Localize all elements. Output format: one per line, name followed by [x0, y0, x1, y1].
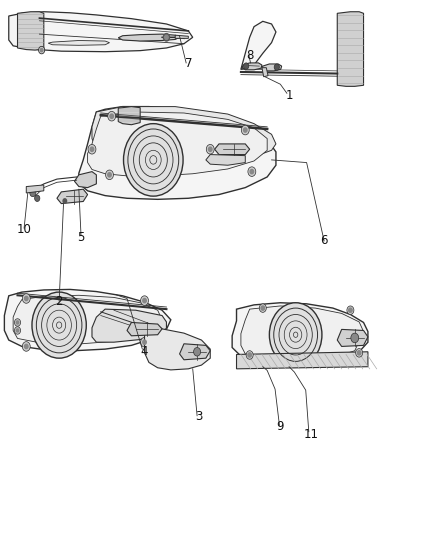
Circle shape: [124, 124, 183, 196]
Circle shape: [269, 303, 322, 367]
Text: 1: 1: [285, 90, 293, 102]
Circle shape: [248, 167, 256, 176]
Circle shape: [163, 34, 170, 41]
Circle shape: [108, 111, 116, 121]
Polygon shape: [9, 12, 193, 52]
Circle shape: [351, 333, 359, 343]
Polygon shape: [118, 107, 140, 125]
Circle shape: [206, 144, 214, 154]
Text: 2: 2: [55, 295, 63, 308]
Polygon shape: [241, 21, 276, 69]
Circle shape: [88, 144, 96, 154]
Polygon shape: [175, 35, 188, 38]
Text: 7: 7: [184, 58, 192, 70]
Circle shape: [16, 329, 19, 332]
Circle shape: [30, 189, 36, 197]
Circle shape: [208, 147, 212, 151]
Circle shape: [347, 306, 354, 314]
Polygon shape: [262, 64, 282, 71]
Circle shape: [14, 327, 21, 334]
Circle shape: [63, 199, 67, 203]
Polygon shape: [241, 306, 364, 362]
Text: 10: 10: [17, 223, 32, 236]
Polygon shape: [337, 12, 364, 86]
Text: 5: 5: [78, 231, 85, 244]
Text: 4: 4: [141, 345, 148, 358]
Circle shape: [35, 195, 40, 201]
Circle shape: [110, 114, 113, 118]
Polygon shape: [26, 185, 44, 193]
Circle shape: [141, 337, 148, 347]
Polygon shape: [215, 144, 250, 155]
Circle shape: [108, 173, 111, 177]
Polygon shape: [18, 12, 44, 50]
Circle shape: [14, 319, 21, 326]
Circle shape: [349, 308, 352, 312]
Polygon shape: [92, 107, 276, 160]
Circle shape: [274, 64, 279, 70]
Polygon shape: [262, 68, 268, 77]
Circle shape: [248, 353, 251, 357]
Text: 9: 9: [276, 420, 284, 433]
Text: 3: 3: [196, 410, 203, 423]
Circle shape: [246, 351, 253, 359]
Polygon shape: [92, 309, 166, 342]
Polygon shape: [206, 155, 245, 165]
Polygon shape: [337, 329, 368, 346]
Polygon shape: [88, 112, 267, 176]
Circle shape: [357, 351, 361, 355]
Circle shape: [261, 306, 265, 310]
Circle shape: [250, 169, 254, 174]
Circle shape: [106, 170, 113, 180]
Circle shape: [165, 35, 168, 39]
Text: 11: 11: [304, 428, 318, 441]
Circle shape: [244, 63, 249, 69]
Polygon shape: [118, 34, 180, 41]
Circle shape: [40, 49, 43, 52]
Polygon shape: [13, 295, 162, 344]
Circle shape: [241, 125, 249, 135]
Circle shape: [25, 344, 28, 349]
Polygon shape: [57, 189, 88, 204]
Text: 6: 6: [320, 235, 328, 247]
Circle shape: [259, 304, 266, 312]
Circle shape: [90, 147, 94, 151]
Circle shape: [141, 296, 148, 305]
Polygon shape: [232, 303, 368, 364]
Polygon shape: [79, 107, 276, 199]
Circle shape: [22, 342, 30, 351]
Polygon shape: [74, 172, 96, 188]
Circle shape: [194, 348, 201, 356]
Circle shape: [244, 128, 247, 132]
Text: 8: 8: [246, 50, 253, 62]
Circle shape: [25, 296, 28, 301]
Polygon shape: [145, 328, 210, 370]
Circle shape: [143, 298, 146, 303]
Polygon shape: [242, 63, 262, 70]
Polygon shape: [180, 344, 210, 360]
Circle shape: [356, 349, 363, 357]
Circle shape: [143, 340, 146, 344]
Polygon shape: [4, 289, 171, 351]
Circle shape: [32, 292, 86, 358]
Circle shape: [39, 46, 45, 54]
Polygon shape: [237, 352, 368, 369]
Polygon shape: [127, 322, 162, 336]
Circle shape: [22, 294, 30, 303]
Circle shape: [16, 321, 19, 324]
Polygon shape: [48, 41, 110, 45]
